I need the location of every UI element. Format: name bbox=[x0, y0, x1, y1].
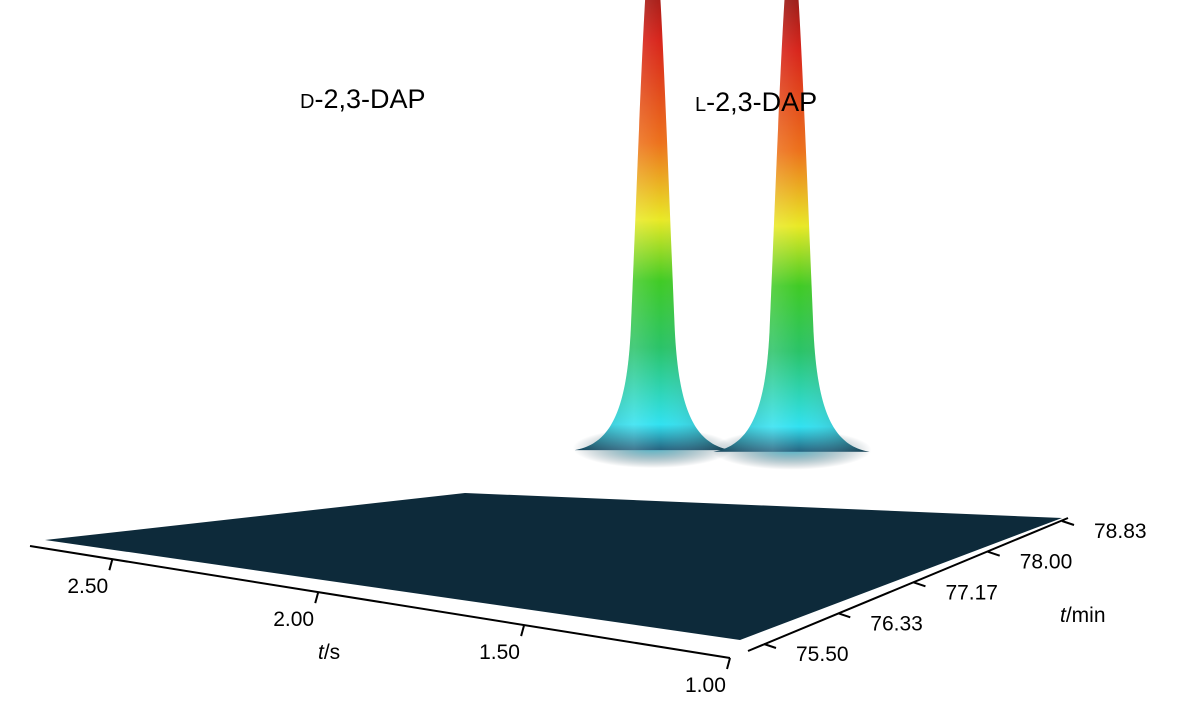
x-tick-mark bbox=[520, 624, 526, 637]
peak-shading bbox=[713, 0, 870, 452]
y-axis-ticks: 75.50 76.33 77.17 78.00 78.83 bbox=[763, 520, 1147, 666]
y-tick-mark bbox=[763, 643, 777, 649]
y-tick-mark bbox=[913, 581, 926, 588]
y-tick-label: 77.17 bbox=[945, 581, 998, 604]
x-axis-line bbox=[29, 545, 731, 659]
y-tick-label: 78.83 bbox=[1094, 520, 1147, 543]
x-tick-label: 1.00 bbox=[685, 674, 726, 697]
x-tick-mark bbox=[108, 558, 114, 571]
x-tick-label: 2.50 bbox=[67, 575, 108, 598]
peak-label-l-dap: L-2,3-DAP bbox=[695, 87, 817, 117]
y-tick-mark bbox=[1061, 520, 1075, 526]
surface-peaks bbox=[572, 0, 872, 470]
peak-shading bbox=[574, 0, 731, 451]
x-axis-ticks: 2.50 2.00 1.50 1.00 bbox=[67, 558, 731, 697]
x-axis-title: t/s bbox=[318, 641, 340, 664]
peak-label-d-dap: D-2,3-DAP bbox=[300, 84, 426, 114]
surface-floor bbox=[45, 493, 1062, 640]
y-tick-label: 76.33 bbox=[870, 612, 923, 635]
y-tick-label: 78.00 bbox=[1020, 551, 1073, 574]
y-tick-label: 75.50 bbox=[796, 643, 849, 666]
x-tick-label: 1.50 bbox=[479, 641, 520, 664]
y-tick-mark bbox=[837, 612, 851, 619]
y-axis-line bbox=[747, 517, 1069, 652]
x-tick-mark bbox=[726, 657, 731, 670]
y-axis-title: t/min bbox=[1060, 604, 1106, 627]
x-tick-label: 2.00 bbox=[273, 608, 314, 631]
x-tick-mark bbox=[314, 591, 320, 604]
y-tick-mark bbox=[987, 550, 1001, 557]
